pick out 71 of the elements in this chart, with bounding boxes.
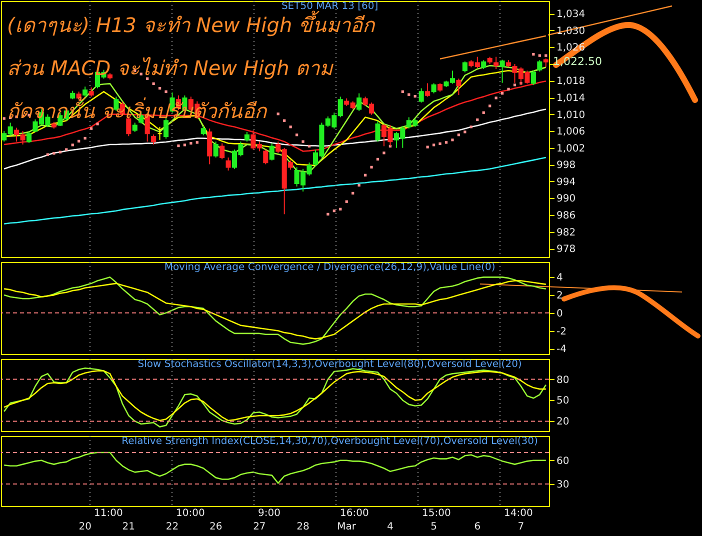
candlestick (537, 60, 542, 72)
text: 10:00 (176, 508, 205, 519)
candlestick (213, 141, 218, 158)
x-tick-label: 26 (209, 522, 222, 532)
y-tick-label: 30 (556, 479, 570, 490)
annotation: ส่วน MACD จะไม่ทำ New High ตาม (7, 56, 335, 80)
y-tick-label: 1,002 (556, 143, 586, 154)
x-tick-label: 27 (253, 522, 266, 532)
candlestick (207, 128, 212, 165)
y-tick-label: 978 (556, 244, 576, 256)
x-tick-label: 4 (387, 522, 394, 532)
y-tick-label: -2 (556, 326, 566, 338)
candlestick (269, 142, 274, 161)
text: 11:00 (94, 508, 123, 519)
candlestick (200, 126, 206, 136)
x-tick-label: 7 (518, 522, 524, 532)
candlestick (263, 149, 268, 165)
candlestick (418, 88, 424, 104)
candlestick (244, 131, 250, 142)
chart-title: Moving Average Convergence / Divergence(26,12,9),Value Line(0) (164, 262, 496, 273)
text: 14:00 (504, 508, 533, 519)
candlestick (132, 122, 138, 132)
y-tick-label: 986 (556, 210, 576, 222)
candlestick (164, 117, 169, 140)
y-tick-label: 1,018 (556, 76, 586, 88)
chart-title: SET50 MAR 13 [60] (281, 1, 378, 12)
y-tick-label: 990 (556, 194, 576, 205)
candlestick (456, 78, 462, 96)
y-tick-label: 50 (556, 396, 570, 407)
y-tick-label: 0 (556, 308, 563, 320)
candlestick (356, 92, 362, 112)
x-tick-label: 21 (122, 522, 136, 532)
y-tick-label: 2 (556, 290, 563, 302)
y-tick-label: 1,010 (556, 110, 586, 121)
y-tick-label: 4 (556, 272, 563, 284)
candlestick (462, 60, 468, 73)
candlestick (82, 86, 88, 98)
candlestick (425, 82, 430, 98)
y-tick-label: 982 (556, 227, 576, 238)
candlestick (26, 131, 32, 144)
chart-title: Slow Stochastics Oscillator(14,3,3),Overbought Level(80),Oversold Level(20) (138, 359, 522, 370)
candlestick (500, 59, 505, 84)
candlestick (375, 120, 380, 142)
x-tick-label: 22 (166, 522, 179, 532)
x-tick-label: 5 (430, 522, 437, 532)
text: 15:00 (422, 508, 451, 519)
y-tick-label: 994 (556, 176, 576, 188)
line-series (3, 156, 547, 224)
y-tick-label: 20 (556, 416, 570, 428)
y-tick-label: -4 (556, 344, 566, 356)
annotation: (เดาๆนะ) H13 จะทำ New High ขึ้นมาอีก (7, 13, 374, 37)
candlestick (226, 157, 231, 172)
candlestick (431, 82, 436, 94)
candlestick (151, 134, 156, 146)
text: 16:00 (340, 508, 369, 519)
y-tick-label: 1,006 (556, 126, 586, 138)
chart-title: Relative Strength Index(CLOSE,14,30,70),Overbought Level(70),Oversold Level(30) (122, 436, 538, 447)
candlestick (88, 86, 94, 98)
y-tick-label: 60 (556, 456, 570, 467)
y-tick-label: 1,014 (556, 93, 586, 104)
text: 9:00 (258, 508, 280, 519)
candlestick (220, 142, 225, 160)
x-tick-label: 28 (296, 522, 310, 532)
x-tick-label: 6 (474, 522, 481, 532)
y-tick-label: 998 (556, 160, 576, 172)
line-series (3, 452, 547, 484)
y-tick-label: 80 (556, 374, 570, 386)
candlestick (530, 70, 536, 86)
y-tick-label: 1,034 (556, 9, 586, 20)
x-tick-label: 20 (78, 522, 92, 532)
x-tick-label: Mar (337, 522, 357, 532)
